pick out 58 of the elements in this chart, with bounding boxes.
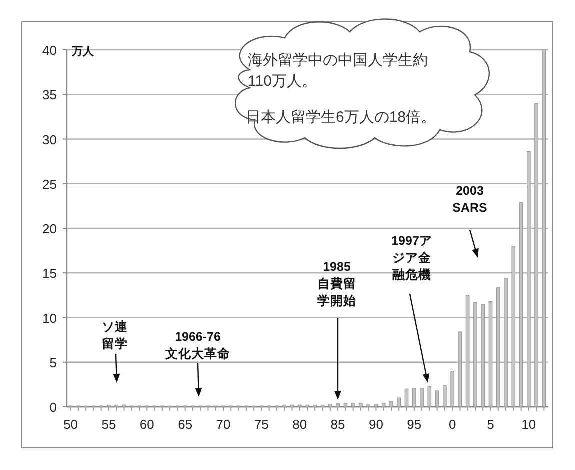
bar: [374, 404, 378, 408]
bar: [359, 403, 363, 408]
y-tick-label: 10: [42, 310, 57, 326]
bar: [382, 403, 386, 408]
bar: [366, 404, 370, 408]
bar: [435, 390, 440, 408]
y-tick-label: 5: [50, 355, 57, 370]
y-tick-label: 40: [42, 43, 57, 58]
bar: [466, 295, 470, 408]
annotation: 1985 自費留学開始: [318, 260, 358, 308]
y-tick-label: 25: [42, 176, 57, 192]
y-axis-title: 万人: [71, 46, 95, 58]
x-tick-label: 10: [522, 417, 536, 432]
annotation: 1997アジア金融危機: [392, 234, 432, 282]
x-tick-label: 95: [407, 417, 422, 432]
bar: [351, 403, 356, 408]
x-tick-label: 5: [487, 417, 494, 432]
bar: [512, 246, 516, 408]
y-tick-label: 35: [42, 88, 57, 103]
x-tick-label: 65: [178, 417, 193, 432]
y-tick-label: 30: [42, 132, 57, 148]
bar: [458, 332, 462, 408]
x-tick-label: 55: [102, 417, 116, 432]
x-tick-label: 0: [448, 417, 456, 432]
x-tick-label: 80: [292, 417, 308, 432]
y-tick-label: 0: [50, 400, 57, 415]
bar: [496, 287, 500, 408]
bar: [443, 385, 447, 408]
bar: [404, 388, 409, 408]
bar: [474, 302, 478, 408]
y-tick-label: 15: [42, 266, 57, 282]
bar: [450, 371, 454, 408]
bar: [336, 403, 340, 408]
bar: [519, 202, 524, 408]
bar: [397, 398, 402, 408]
bar: [344, 403, 348, 408]
bar: [412, 388, 416, 408]
y-tick-label: 20: [42, 222, 57, 236]
bar: [527, 151, 531, 408]
x-tick-label: 60: [140, 417, 154, 432]
annotation: ソ連留学: [102, 320, 128, 351]
bar: [481, 304, 486, 408]
bar: [542, 50, 546, 408]
x-tick-label: 90: [368, 417, 384, 432]
x-tick-label: 70: [216, 417, 231, 432]
bar: [420, 388, 424, 408]
x-tick-label: 85: [330, 417, 346, 432]
annotation: 1966-76 文化大革命: [164, 330, 230, 361]
annotation: 海外留学中の中国人学生約110万人。: [248, 52, 428, 90]
bar: [428, 386, 432, 408]
annotation: 2003 SARS: [452, 184, 488, 215]
bar: [504, 278, 508, 408]
bar: [488, 301, 493, 408]
bar: [328, 404, 332, 408]
bar: [390, 401, 394, 408]
bar: [534, 103, 538, 408]
x-tick-label: 50: [64, 417, 78, 432]
x-tick-label: 75: [254, 417, 269, 432]
